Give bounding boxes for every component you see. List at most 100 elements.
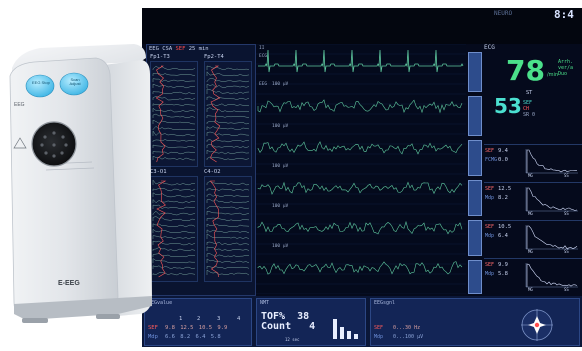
module-brand-label: EEG bbox=[14, 102, 25, 108]
eeg-values-col-4: 4 bbox=[237, 316, 241, 322]
tab-eeg-2[interactable] bbox=[468, 180, 482, 216]
eeg-param-panel-3[interactable]: SEF 10.5 Mdp 6.4 MG SS bbox=[484, 220, 582, 257]
tab-respiration[interactable] bbox=[468, 96, 482, 136]
eeg-trace-5 bbox=[257, 261, 463, 275]
param-2-value-2: 8.2 bbox=[498, 195, 508, 201]
param-2-tick-1: MG bbox=[528, 211, 533, 216]
heart-rate-value[interactable]: 78 bbox=[506, 54, 545, 87]
csa-plot-2 bbox=[204, 61, 252, 167]
eeg-trace-1 bbox=[257, 99, 463, 114]
tab-ecg[interactable] bbox=[468, 52, 482, 92]
monitor-top-bar: NEURO 8:4 bbox=[142, 8, 582, 44]
wave-6-sub: 100 µV bbox=[272, 244, 289, 249]
module-button-1-label: EEG Stop bbox=[32, 80, 50, 85]
param-4-value-2: 5.8 bbox=[498, 271, 508, 277]
nmt-title: NMT bbox=[260, 300, 270, 306]
eeg-trace-4 bbox=[257, 220, 463, 235]
twitch-bar-2 bbox=[340, 327, 344, 339]
wave-1-sub: ECG bbox=[259, 54, 268, 59]
eeg-param-panel-4[interactable]: SEF 9.9 Mdp 5.8 MG SS bbox=[484, 258, 582, 295]
eeg-values-col-2: 2 bbox=[197, 316, 201, 322]
tof-value: 38 bbox=[297, 311, 310, 322]
nmt-twitch-bars bbox=[333, 319, 358, 339]
param-3-key-2: Mdp bbox=[485, 233, 495, 239]
segment-line-2: CH bbox=[523, 106, 530, 112]
param-1-value-1: 9.4 bbox=[498, 148, 508, 154]
eeg-trace-2 bbox=[257, 141, 463, 155]
csa-channel-2-label: Fp2-T4 bbox=[204, 54, 224, 60]
electrode-position-icon bbox=[521, 309, 553, 341]
ecg-side-line-3: Duo bbox=[558, 71, 568, 77]
tab-eeg-1[interactable] bbox=[468, 140, 482, 176]
module-button-2-label: Scan Adjust bbox=[69, 77, 81, 86]
tof-label: TOF% bbox=[261, 311, 286, 322]
wave-2-sub: 100 µV bbox=[272, 82, 289, 87]
eeg-signal-title: EEGsgnl bbox=[374, 300, 396, 306]
ecg-trace bbox=[258, 49, 464, 73]
csa-channel-1-label: Fp1-T3 bbox=[150, 54, 170, 60]
nmt-panel[interactable]: NMT TOF% 38 Count 4 12 sec bbox=[256, 298, 366, 346]
eeg-csa-header: EEG CSA SEF 25 min bbox=[149, 46, 209, 52]
param-3-spectrum bbox=[525, 225, 578, 250]
module-button-1[interactable] bbox=[25, 74, 55, 98]
eeg-signal-line-2-value: 0...100 µV bbox=[393, 334, 424, 340]
ecg-side-line-1: Arrh. bbox=[558, 59, 574, 65]
eeg-values-mdp-row: 6.6 8.2 6.4 5.8 bbox=[165, 334, 221, 340]
monitor-mode-label: NEURO bbox=[494, 10, 513, 17]
tab-eeg-3[interactable] bbox=[468, 220, 482, 256]
module-name-label: E-EEG bbox=[58, 280, 80, 287]
ecg-side-line-2: ver/a bbox=[558, 65, 574, 71]
bottom-panels: EEGvalue 1 2 3 4 SEF 9.8 12.5 10.5 9.9 M… bbox=[142, 296, 582, 347]
eeg-values-col-3: 3 bbox=[217, 316, 221, 322]
wave-4-sub: 100 µV bbox=[272, 164, 289, 169]
param-2-value-1: 12.5 bbox=[498, 186, 512, 192]
count-label: Count bbox=[261, 321, 292, 332]
segment-line-1: SEF bbox=[523, 100, 533, 106]
param-4-value-1: 9.9 bbox=[498, 262, 508, 268]
resp-rate-value[interactable]: 53 bbox=[494, 94, 522, 118]
param-3-tick-2: SS bbox=[564, 249, 569, 254]
param-3-value-2: 6.4 bbox=[498, 233, 508, 239]
param-1-key-1: SEF bbox=[485, 148, 495, 154]
waveform-area: II ECG EEG 100 µV 100 µV 100 µV 100 µV 1… bbox=[256, 43, 466, 295]
wave-2-label: EEG bbox=[259, 82, 268, 87]
eeg-signal-line-1-label: SEF bbox=[374, 325, 384, 331]
count-value: 4 bbox=[309, 321, 316, 332]
eeg-signal-line-1-value: 0...30 Hz bbox=[393, 325, 421, 331]
twitch-bar-4 bbox=[354, 334, 358, 339]
monitor-clock: 8:4 bbox=[554, 8, 574, 21]
eeg-signal-line-2-label: Mdp bbox=[374, 334, 384, 340]
st-label: ST bbox=[526, 90, 533, 96]
eeg-param-panel-1[interactable]: SEF 9.4 FCMG 0.0 MG SS bbox=[484, 144, 582, 181]
eeg-values-sef-label: SEF bbox=[148, 325, 158, 331]
param-4-tick-1: MG bbox=[528, 287, 533, 292]
nmt-interval: 12 sec bbox=[285, 337, 300, 342]
csa-plot-3 bbox=[150, 176, 198, 282]
twitch-bar-1 bbox=[333, 319, 337, 339]
param-3-value-1: 10.5 bbox=[498, 224, 512, 230]
param-1-tick-2: SS bbox=[564, 173, 569, 178]
patient-monitor-screen: NEURO 8:4 EEG CSA SEF 25 min Fp1-T3 Fp2-… bbox=[142, 8, 582, 347]
param-4-key-1: SEF bbox=[485, 262, 495, 268]
eeg-param-panel-2[interactable]: SEF 12.5 Mdp 8.2 MG SS bbox=[484, 182, 582, 219]
param-2-key-2: Mdp bbox=[485, 195, 495, 201]
eeg-csa-panel[interactable]: EEG CSA SEF 25 min Fp1-T3 Fp2-T4 C3-O1 C… bbox=[146, 44, 256, 296]
param-1-tick-1: MG bbox=[528, 173, 533, 178]
eeg-signal-panel[interactable]: EEGsgnl SEF 0...30 Hz Mdp 0...100 µV bbox=[370, 298, 580, 346]
parameter-column: ECG 78 /min Arrh. ver/a Duo ST 53 SEF CH… bbox=[484, 44, 582, 294]
csa-plot-1 bbox=[150, 61, 198, 167]
eeg-values-title: EEGvalue bbox=[148, 300, 173, 306]
tab-eeg-4[interactable] bbox=[468, 260, 482, 294]
eeg-values-panel[interactable]: EEGvalue 1 2 3 4 SEF 9.8 12.5 10.5 9.9 M… bbox=[144, 298, 252, 346]
param-4-tick-2: SS bbox=[564, 287, 569, 292]
segment-info: SEF CH SR 0 bbox=[523, 100, 535, 118]
csa-plot-4 bbox=[204, 176, 252, 282]
param-1-key-2: FCMG bbox=[485, 157, 498, 163]
param-2-spectrum bbox=[525, 187, 578, 212]
eeg-values-sef-row: 9.8 12.5 10.5 9.9 bbox=[165, 325, 228, 331]
nmt-readout: TOF% 38 Count 4 bbox=[261, 312, 315, 332]
module-button-2[interactable] bbox=[59, 72, 89, 96]
ecg-side-info: Arrh. ver/a Duo bbox=[558, 59, 573, 77]
eeg-values-col-1: 1 bbox=[179, 316, 183, 322]
